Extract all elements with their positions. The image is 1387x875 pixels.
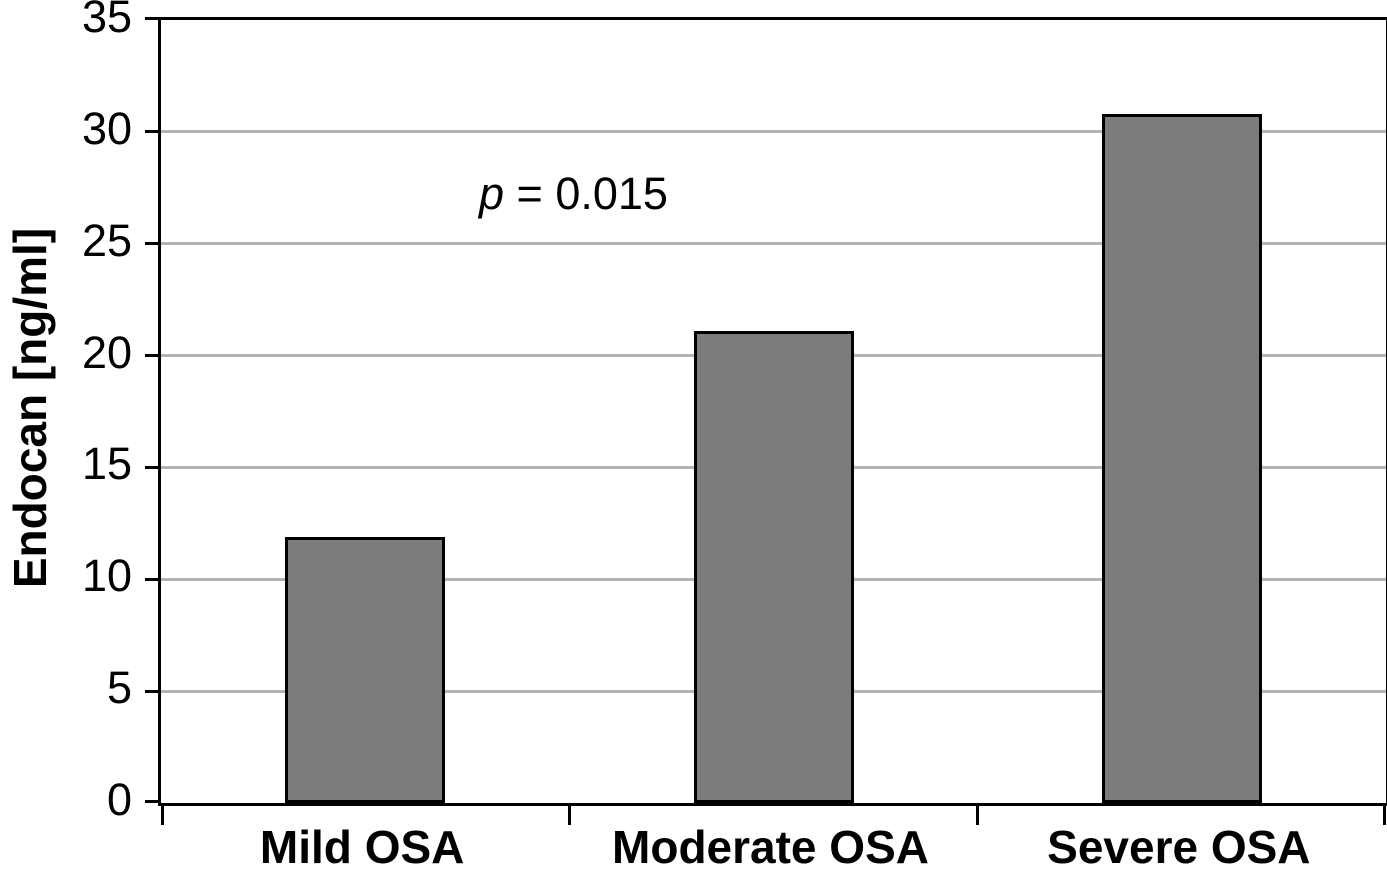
x-tick-mark-1	[567, 806, 571, 825]
y-tick-label-25: 25	[81, 214, 132, 266]
bar-moderate-osa	[693, 330, 854, 803]
bar-mild-osa	[285, 536, 446, 803]
y-tick-label-0: 0	[106, 774, 132, 825]
gridline-25	[161, 242, 1386, 246]
y-axis-title: Endocan [ng/ml]	[4, 227, 56, 589]
y-tick-label-10: 10	[81, 550, 132, 602]
x-tick-mark-2	[976, 806, 980, 825]
x-tick-mark-0	[161, 806, 164, 825]
y-tick-mark-35	[145, 17, 161, 20]
y-tick-mark-5	[145, 689, 161, 693]
bar-severe-osa	[1101, 113, 1262, 803]
x-tick-mark-3	[1383, 806, 1386, 825]
plot-area: p = 0.015	[145, 17, 1387, 825]
y-tick-mark-15	[145, 465, 161, 469]
x-category-label-mild-osa: Mild OSA	[259, 821, 465, 873]
y-tick-mark-0	[145, 800, 161, 803]
p-value-annotation: p = 0.015	[479, 168, 668, 220]
gridline-30	[161, 130, 1386, 134]
y-tick-mark-25	[145, 242, 161, 246]
y-tick-mark-30	[145, 130, 161, 134]
y-tick-mark-20	[145, 354, 161, 358]
p-symbol: p	[479, 168, 505, 219]
x-category-label-severe-osa: Severe OSA	[1047, 821, 1311, 873]
y-tick-label-35: 35	[81, 0, 132, 42]
p-value-text: = 0.015	[504, 168, 668, 219]
y-tick-label-30: 30	[81, 102, 132, 154]
y-tick-label-20: 20	[81, 326, 132, 378]
x-category-label-moderate-osa: Moderate OSA	[612, 821, 929, 873]
y-tick-label-5: 5	[106, 662, 132, 714]
y-tick-mark-10	[145, 577, 161, 581]
y-tick-label-15: 15	[81, 438, 132, 490]
